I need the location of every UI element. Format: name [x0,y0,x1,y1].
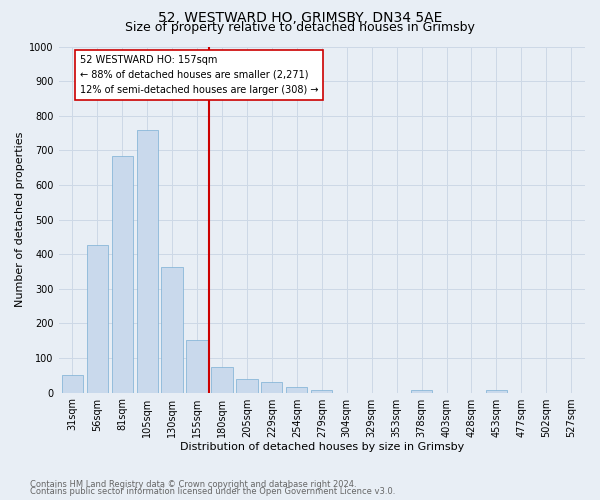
Bar [211,368,233,392]
Bar [236,378,257,392]
Text: 52 WESTWARD HO: 157sqm
← 88% of detached houses are smaller (2,271)
12% of semi-: 52 WESTWARD HO: 157sqm ← 88% of detached… [80,55,318,95]
Bar [286,387,307,392]
Text: Contains public sector information licensed under the Open Government Licence v3: Contains public sector information licen… [30,487,395,496]
Bar [86,246,108,392]
Y-axis label: Number of detached properties: Number of detached properties [15,132,25,307]
Bar [486,390,507,392]
Text: 52, WESTWARD HO, GRIMSBY, DN34 5AE: 52, WESTWARD HO, GRIMSBY, DN34 5AE [158,11,442,25]
Bar [112,156,133,392]
Bar [261,382,283,392]
Bar [161,268,182,392]
Bar [137,130,158,392]
Bar [311,390,332,392]
Bar [411,390,432,392]
Text: Size of property relative to detached houses in Grimsby: Size of property relative to detached ho… [125,21,475,34]
Text: Contains HM Land Registry data © Crown copyright and database right 2024.: Contains HM Land Registry data © Crown c… [30,480,356,489]
X-axis label: Distribution of detached houses by size in Grimsby: Distribution of detached houses by size … [179,442,464,452]
Bar [62,376,83,392]
Bar [187,340,208,392]
